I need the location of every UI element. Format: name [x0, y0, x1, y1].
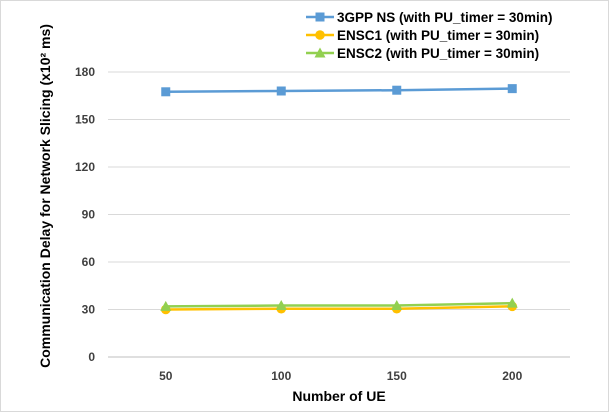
y-tick-label: 90 [82, 208, 96, 222]
data-point [276, 86, 286, 96]
legend-marker [315, 30, 325, 40]
y-tick-label: 120 [75, 160, 95, 174]
legend-item: ENSC2 (with PU_timer = 30min) [306, 46, 539, 61]
data-point [392, 85, 402, 95]
y-tick-label: 60 [82, 255, 96, 269]
legend-label: ENSC1 (with PU_timer = 30min) [337, 28, 539, 43]
legend-marker [315, 12, 325, 22]
x-tick-label: 100 [271, 369, 291, 383]
legend-item: 3GPP NS (with PU_timer = 30min) [306, 10, 552, 25]
data-point [506, 297, 518, 308]
legend-marker [314, 47, 326, 58]
data-point [161, 87, 171, 97]
y-tick-label: 150 [75, 113, 95, 127]
y-axis-title: Communication Delay for Network Slicing … [37, 24, 53, 368]
x-axis-ticks: 50 100 150 200 [159, 369, 523, 383]
series-line [165, 305, 513, 311]
legend: 3GPP NS (with PU_timer = 30min) ENSC1 (wi… [306, 10, 552, 61]
x-tick-label: 150 [387, 369, 407, 383]
legend-label: 3GPP NS (with PU_timer = 30min) [337, 10, 552, 25]
y-tick-label: 0 [88, 350, 95, 364]
x-tick-label: 50 [159, 369, 173, 383]
data-point [507, 84, 517, 94]
data-point [160, 300, 172, 311]
legend-label: ENSC2 (with PU_timer = 30min) [337, 46, 539, 61]
legend-item: ENSC1 (with PU_timer = 30min) [306, 28, 539, 43]
y-tick-label: 180 [75, 65, 95, 79]
x-axis-title: Number of UE [292, 388, 385, 404]
y-axis-ticks: 0 30 60 90 120 150 180 [75, 65, 95, 364]
series [160, 84, 518, 315]
data-point [391, 300, 403, 311]
series-line [165, 301, 513, 308]
series-1 [161, 84, 517, 97]
series-line [165, 87, 513, 94]
y-tick-label: 30 [82, 303, 96, 317]
series-3 [160, 297, 518, 311]
x-tick-label: 200 [502, 369, 522, 383]
data-point [275, 300, 287, 311]
